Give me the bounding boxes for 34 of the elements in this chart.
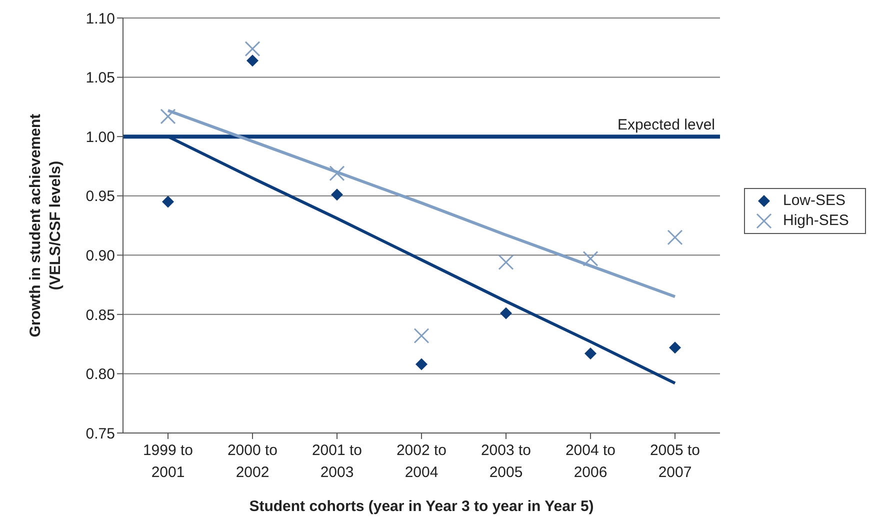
x-tick-label: 1999 to 2001 [142, 442, 194, 481]
legend-label: High-SES [783, 211, 849, 231]
y-tick-label: 0.85 [86, 306, 115, 324]
legend-label: Low-SES [783, 191, 846, 211]
point [162, 196, 174, 208]
point [416, 358, 428, 370]
point [582, 250, 598, 266]
point [331, 188, 343, 201]
x-tick-label: 2002 to 2004 [396, 442, 447, 481]
x-tick-label: 2005 to 2007 [650, 442, 700, 481]
x-tick-label: 2004 to 2006 [565, 442, 616, 481]
point [584, 348, 596, 360]
point [667, 230, 683, 246]
x-tick-label: 2003 to 2005 [480, 442, 532, 481]
point [414, 328, 430, 344]
y-tick-label: 1.10 [86, 10, 115, 28]
point [498, 254, 514, 270]
point [500, 307, 512, 320]
point [160, 108, 176, 124]
point [669, 342, 681, 354]
y-tick-label: 1.05 [86, 70, 115, 87]
x-axis-title: Student cohorts (year in Year 3 to year in Year 5) [249, 498, 594, 515]
y-tick-label: 1.00 [86, 128, 115, 146]
y-tick-label: 0.95 [86, 188, 115, 206]
x-tick-label: 2001 to 2003 [312, 442, 362, 481]
y-tick-label: 0.80 [86, 366, 115, 384]
point [329, 166, 345, 182]
y-tick-label: 0.90 [86, 247, 115, 264]
x-tick-label: 2000 to 2002 [227, 442, 278, 481]
point [244, 41, 260, 57]
y-tick-label: 0.75 [86, 425, 115, 442]
point [246, 54, 258, 67]
y-axis-title: Growth in student achievement (VELS/CSF levels) [27, 114, 64, 338]
ref-line-label: Expected level [617, 116, 715, 134]
